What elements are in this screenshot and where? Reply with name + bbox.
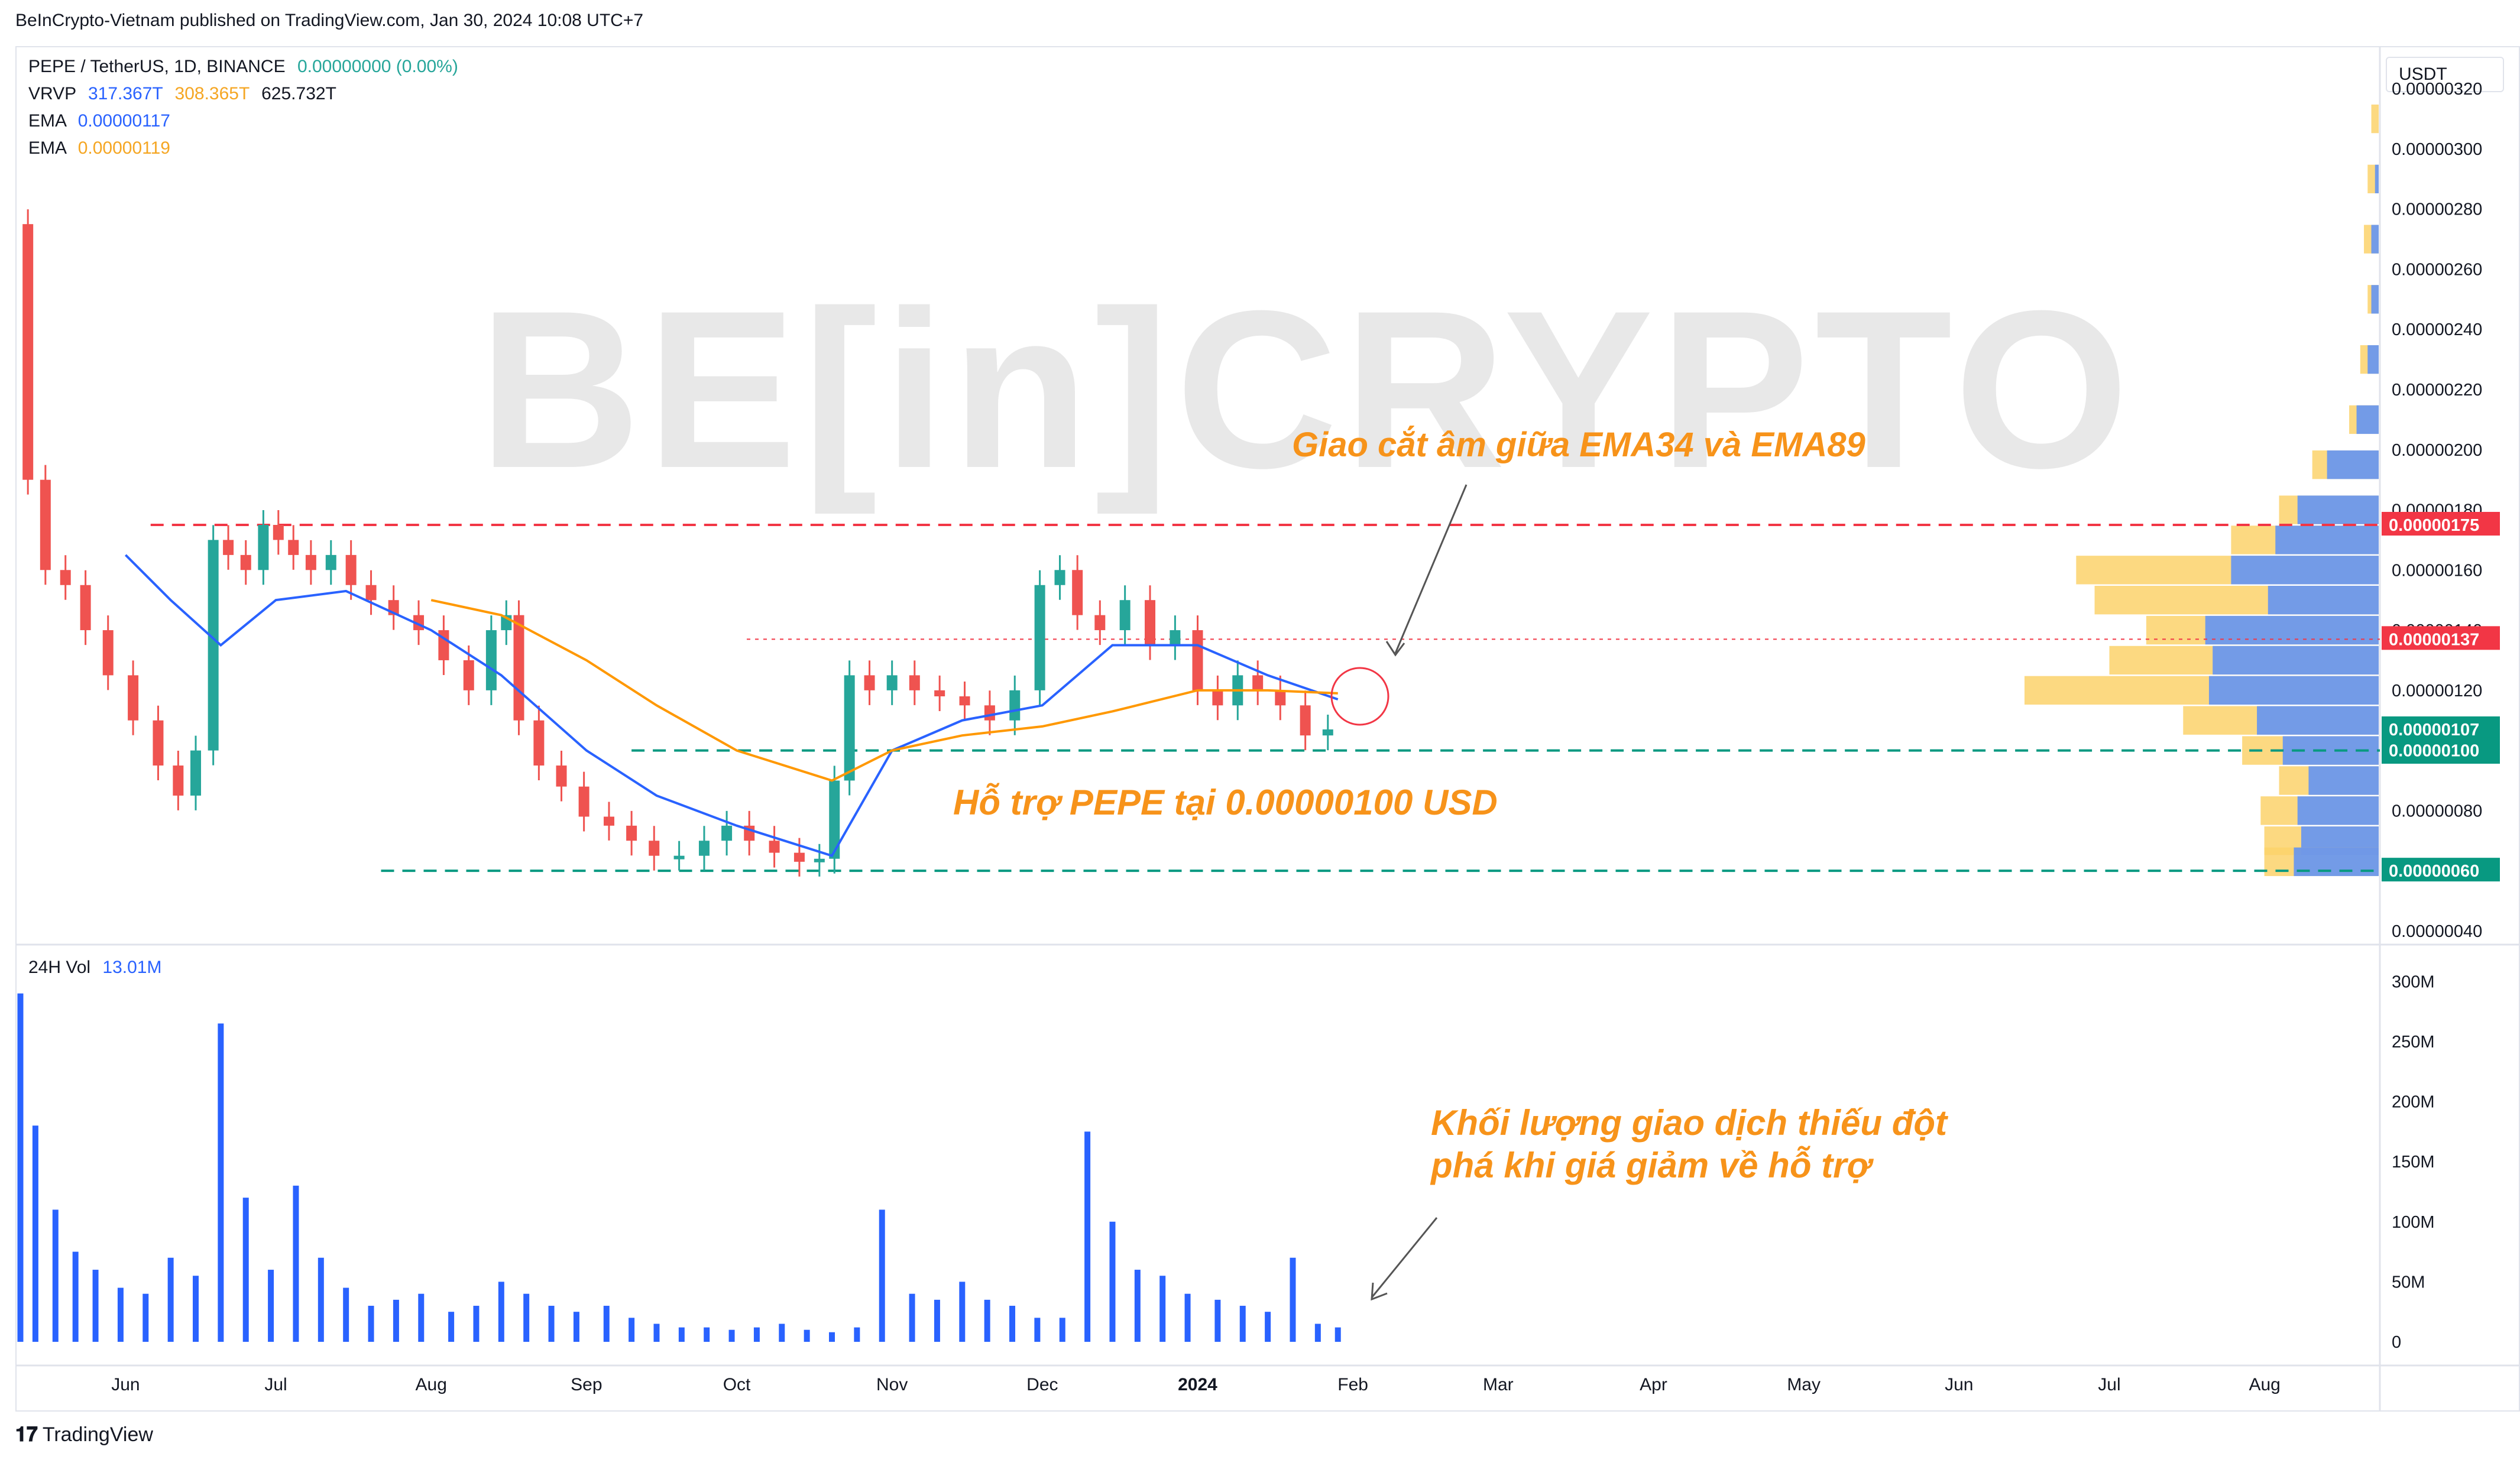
legend-ema-fast-row[interactable]: EMA 0.00000117 bbox=[28, 111, 170, 131]
symbol-label[interactable]: PEPE / TetherUS, 1D, BINANCE bbox=[28, 57, 286, 76]
vrvp-down-value: 308.365T bbox=[174, 84, 250, 103]
ema-fast-label: EMA bbox=[28, 111, 66, 131]
ema-slow-value: 0.00000119 bbox=[77, 138, 170, 158]
symbol-change: 0.00000000 (0.00%) bbox=[297, 57, 458, 76]
legend-symbol-row: PEPE / TetherUS, 1D, BINANCE 0.00000000 … bbox=[28, 57, 458, 77]
vrvp-up-value: 317.367T bbox=[88, 84, 163, 103]
main-pane bbox=[15, 46, 2520, 1412]
legend-ema-slow-row[interactable]: EMA 0.00000119 bbox=[28, 138, 170, 158]
ema-slow-label: EMA bbox=[28, 138, 66, 158]
legend-vrvp-row[interactable]: VRVP 317.367T 308.365T 625.732T bbox=[28, 84, 336, 104]
tradingview-logo[interactable]: 𝟏𝟕 TradingView bbox=[15, 1423, 153, 1446]
tradingview-logo-icon: 𝟏𝟕 bbox=[15, 1423, 38, 1446]
volume-value: 13.01M bbox=[102, 958, 162, 977]
legend-volume-row[interactable]: 24H Vol 13.01M bbox=[28, 958, 162, 978]
tradingview-brand: TradingView bbox=[42, 1423, 153, 1446]
vrvp-total-value: 625.732T bbox=[261, 84, 336, 103]
published-line: BeInCrypto-Vietnam published on TradingV… bbox=[15, 11, 644, 30]
ema-fast-value: 0.00000117 bbox=[77, 111, 170, 131]
vrvp-label: VRVP bbox=[28, 84, 76, 103]
currency-button[interactable]: USDT bbox=[2386, 57, 2504, 92]
volume-label: 24H Vol bbox=[28, 958, 91, 977]
